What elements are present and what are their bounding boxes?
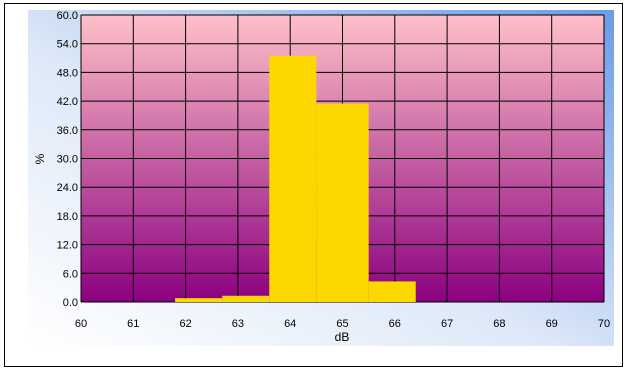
y-tick-label: 0.0: [63, 297, 78, 309]
y-tick-label: 42.0: [57, 96, 78, 108]
x-axis-ticks: 60 61 62 63 64 65 66 67 68 69 70: [75, 318, 610, 330]
y-axis-title: %: [33, 153, 47, 164]
histogram-chart: 60 61 62 63 64 65 66 67 68 69 70 0.0 6.0 12.0 18.0 24.…: [28, 10, 614, 346]
x-tick-label: 67: [441, 318, 453, 330]
histogram-bar: [368, 281, 416, 302]
y-tick-label: 36.0: [57, 125, 78, 137]
histogram-bar: [316, 103, 369, 302]
x-axis-title: dB: [335, 330, 350, 344]
x-tick-label: 61: [127, 318, 139, 330]
x-tick-label: 64: [284, 318, 296, 330]
histogram-bar: [269, 55, 317, 303]
y-tick-label: 30.0: [57, 154, 78, 166]
histogram-bar: [175, 298, 223, 302]
y-tick-label: 18.0: [57, 211, 78, 223]
x-tick-label: 60: [75, 318, 87, 330]
x-tick-label: 63: [232, 318, 244, 330]
x-tick-label: 62: [179, 318, 191, 330]
chart-frame: 60 61 62 63 64 65 66 67 68 69 70 0.0 6.0 12.0 18.0 24.…: [4, 3, 623, 367]
y-tick-label: 48.0: [57, 67, 78, 79]
y-tick-label: 60.0: [57, 10, 78, 22]
y-tick-label: 24.0: [57, 182, 78, 194]
y-tick-label: 54.0: [57, 39, 78, 51]
x-tick-label: 66: [389, 318, 401, 330]
x-tick-label: 69: [546, 318, 558, 330]
y-axis-ticks: 0.0 6.0 12.0 18.0 24.0 30.0 36.0 42.0 48.0 54.0 60…: [57, 10, 78, 309]
x-tick-label: 65: [336, 318, 348, 330]
x-tick-label: 70: [598, 318, 610, 330]
y-tick-label: 12.0: [57, 240, 78, 252]
x-tick-label: 68: [493, 318, 505, 330]
y-tick-label: 6.0: [63, 268, 78, 280]
histogram-bars: [175, 55, 416, 303]
histogram-bar: [222, 295, 270, 302]
